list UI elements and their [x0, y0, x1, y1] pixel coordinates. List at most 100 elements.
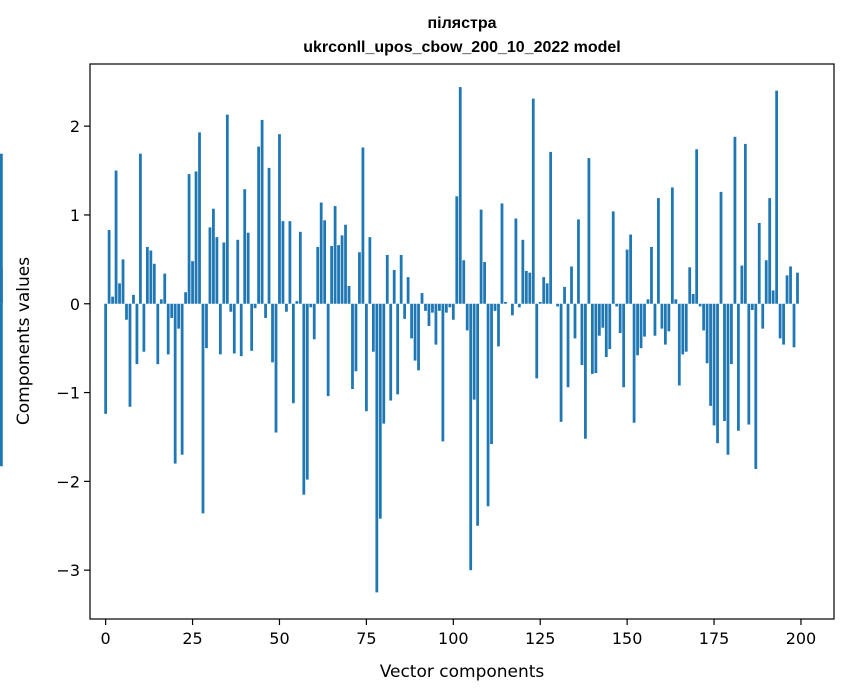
y-tick-label: 1 — [70, 206, 80, 225]
bar — [114, 170, 118, 304]
bar — [406, 277, 410, 304]
bar — [316, 246, 320, 304]
bar — [594, 303, 598, 374]
bar — [740, 265, 744, 304]
bar — [733, 136, 737, 304]
bar — [180, 303, 184, 455]
bar — [368, 237, 372, 304]
bar — [427, 303, 431, 326]
bar — [288, 221, 292, 304]
bar — [528, 272, 532, 304]
bar — [559, 303, 563, 422]
bar — [458, 87, 462, 304]
bar — [590, 303, 594, 374]
bar — [152, 263, 156, 304]
bar — [344, 224, 347, 304]
bar — [476, 303, 480, 526]
bar — [378, 303, 382, 519]
bar — [653, 303, 657, 336]
bar — [159, 299, 163, 304]
bar — [545, 283, 549, 304]
y-tick-label: −3 — [56, 561, 80, 580]
bar — [239, 303, 243, 357]
bar — [792, 303, 796, 348]
bar — [225, 114, 229, 304]
bar — [789, 266, 792, 304]
bar — [563, 286, 566, 304]
bar — [636, 303, 639, 356]
bar — [632, 303, 636, 423]
bar — [556, 303, 559, 307]
bar — [358, 252, 361, 304]
bar — [472, 303, 476, 400]
y-axis-ticks: −3 −2 −1 0 1 2 — [56, 117, 90, 580]
bar — [451, 303, 455, 320]
bar — [267, 167, 271, 304]
bar — [333, 206, 337, 304]
bar — [737, 303, 740, 431]
bar — [205, 303, 208, 349]
x-axis-ticks: 0 25 50 75 100 125 150 175 200 — [101, 619, 816, 648]
bar — [497, 303, 500, 347]
bar — [688, 267, 692, 304]
x-tick-label: 125 — [525, 629, 556, 648]
bar — [135, 303, 139, 365]
bar — [125, 303, 128, 320]
bar — [243, 189, 247, 304]
bar — [577, 219, 580, 304]
bar — [622, 303, 626, 388]
bar — [302, 303, 306, 495]
bar — [465, 303, 469, 331]
bar — [493, 303, 497, 311]
bar — [754, 303, 758, 469]
bar — [319, 202, 323, 304]
bar — [698, 303, 702, 307]
bar — [361, 147, 365, 304]
y-tick-label: −2 — [56, 472, 80, 491]
bar — [615, 303, 619, 307]
bar — [511, 303, 514, 316]
bar — [796, 272, 799, 304]
bar — [549, 151, 553, 304]
bar — [312, 303, 316, 340]
bar — [462, 260, 466, 304]
bar — [604, 303, 608, 358]
bar — [761, 303, 765, 329]
bar — [104, 303, 108, 414]
bar — [246, 232, 250, 304]
x-tick-label: 25 — [182, 629, 202, 648]
bar — [264, 303, 267, 318]
bar — [646, 299, 650, 304]
bar — [281, 221, 285, 304]
bar — [587, 158, 591, 304]
bar — [750, 303, 754, 310]
bar — [521, 239, 525, 304]
bar — [531, 98, 535, 304]
bar — [145, 246, 149, 304]
bar — [271, 303, 274, 363]
x-tick-label: 175 — [699, 629, 730, 648]
bar — [785, 275, 789, 304]
bar — [444, 303, 448, 313]
bar — [660, 303, 664, 329]
bar — [681, 303, 685, 355]
bar — [326, 303, 330, 397]
bar — [208, 227, 212, 304]
bar — [163, 273, 167, 304]
y-tick-label: 2 — [70, 117, 80, 136]
bar — [420, 293, 424, 304]
bar — [229, 303, 233, 312]
bar — [618, 303, 622, 334]
bar — [535, 303, 539, 379]
bar — [291, 303, 295, 404]
bar — [222, 242, 226, 304]
bar — [121, 259, 125, 304]
bar — [410, 303, 413, 339]
bar — [194, 171, 198, 304]
bar — [712, 303, 716, 426]
bar — [173, 303, 177, 464]
bar — [166, 303, 170, 355]
bar — [215, 237, 219, 304]
bar — [573, 303, 577, 339]
